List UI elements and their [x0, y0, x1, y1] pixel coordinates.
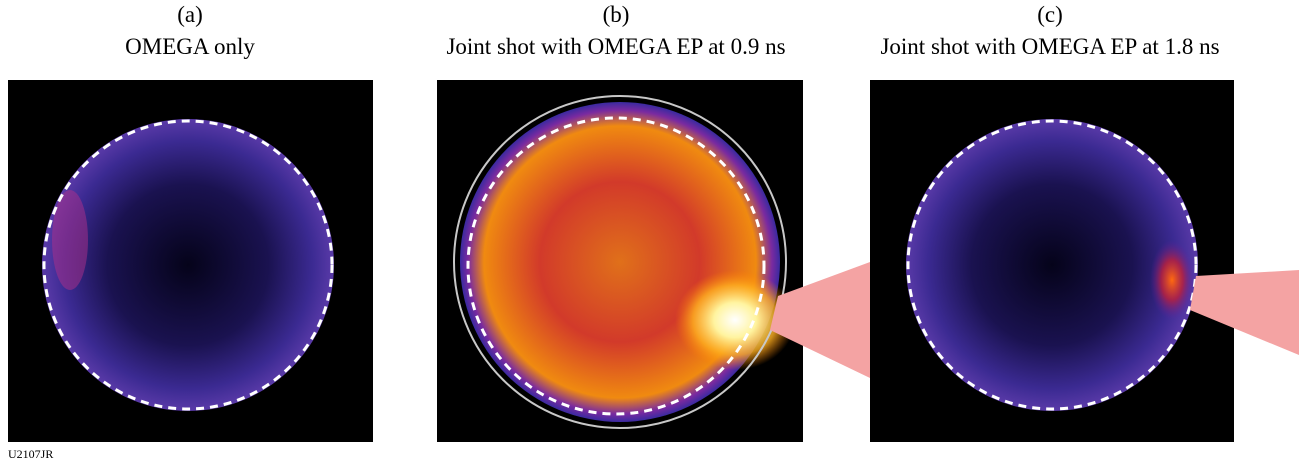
panel-label: (c): [1037, 2, 1063, 27]
outer-outline: [453, 95, 787, 429]
panel-label: (a): [177, 2, 203, 27]
figure-id: U2107JR: [8, 447, 53, 461]
hot-region: [52, 190, 88, 290]
panel-caption: OMEGA only: [125, 34, 255, 59]
laser-beam: [770, 262, 870, 378]
hot-spot: [675, 270, 795, 370]
panel-a: (a) OMEGA only: [8, 2, 373, 442]
laser-beam: [1190, 270, 1299, 355]
dashed-outline: [466, 116, 766, 416]
panel-b: (b) Joint shot with OMEGA EP at 0.9 ns: [437, 2, 870, 442]
emission-disk: [42, 119, 334, 411]
panel-c: (c) Joint shot with OMEGA EP at 1.8 ns: [870, 2, 1299, 442]
emission-disk: [906, 119, 1198, 411]
panel-label: (b): [603, 2, 630, 27]
dashed-outline: [42, 119, 334, 411]
hot-spot: [1150, 240, 1194, 320]
emission-disk: [460, 102, 780, 422]
panel-caption: Joint shot with OMEGA EP at 1.8 ns: [880, 34, 1219, 59]
panel-caption: Joint shot with OMEGA EP at 0.9 ns: [446, 34, 785, 59]
dashed-outline: [906, 119, 1198, 411]
